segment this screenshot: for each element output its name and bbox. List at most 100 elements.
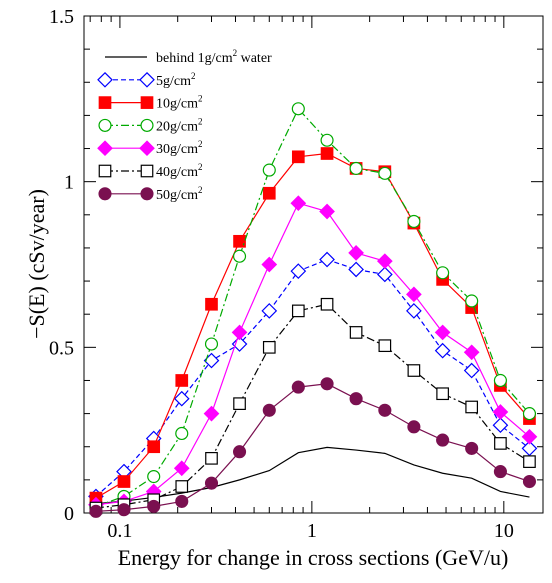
data-point [463,344,480,361]
data-point [89,504,103,518]
series-7 [89,377,537,518]
data-point [523,455,536,468]
data-point [173,460,190,477]
data-point [140,96,154,109]
data-point [98,164,112,178]
data-point [320,297,334,311]
data-point [407,214,421,228]
data-point [376,253,393,270]
data-point [406,286,422,303]
data-point [290,195,307,212]
legend-item: 20g/cm2 [98,116,203,134]
data-point [262,186,276,200]
data-point [205,297,218,311]
data-point [406,303,422,319]
data-point [521,428,538,445]
x-axis-title: Energy for change in cross sections (GeV… [118,545,509,570]
legend-label: 5g/cm2 [156,71,196,89]
y-tick-label: 0.5 [49,337,74,359]
y-tick-label: 0 [64,503,74,525]
data-point [434,342,451,359]
data-point [522,474,537,489]
legend-label: 10g/cm2 [156,94,203,112]
data-point [436,433,450,447]
data-point [175,494,189,508]
data-point [205,451,218,465]
legend-label: 20g/cm2 [156,116,203,134]
data-point [231,324,248,341]
data-point [319,251,335,268]
data-point [493,465,507,479]
legend-label: 40g/cm2 [156,162,203,180]
data-point [407,420,421,434]
data-point [434,324,451,341]
legend: behind 1g/cm2 water 5g/cm2 10g/cm2 20g/cm2 3… [97,48,272,203]
data-point [231,336,248,352]
data-point [233,397,246,411]
data-point [522,407,537,421]
data-point [378,339,392,353]
series-4 [89,102,537,513]
data-point [97,140,113,157]
data-point [232,249,247,263]
data-point [203,405,220,422]
data-point [465,400,479,414]
series-line [95,258,530,497]
series-line [95,303,530,509]
data-point [262,340,276,354]
legend-item: 10g/cm2 [98,94,203,112]
data-point [378,403,392,417]
data-point [492,417,509,434]
data-point [261,256,278,273]
data-point [175,426,189,441]
data-point [376,266,393,283]
series-line [95,202,530,506]
legend-item: 30g/cm2 [97,139,203,157]
legend-label: 30g/cm2 [156,139,203,157]
data-point [463,362,480,379]
data-point [349,392,363,406]
legend-item: 40g/cm2 [98,162,203,180]
data-point [320,377,334,391]
data-point [378,166,392,180]
y-tick-label: 1.5 [49,6,74,28]
data-point [175,480,189,493]
data-point [262,163,276,177]
data-point [233,234,246,248]
data-point [140,187,154,201]
data-point [98,118,112,132]
data-point [173,390,190,407]
data-point [261,303,278,319]
data-point [348,261,364,278]
data-point [204,476,219,490]
data-point [465,441,479,455]
data-point [319,203,335,220]
data-point [291,102,305,116]
series-line [95,107,530,507]
legend-item: 5g/cm2 [97,71,196,89]
legend-item: 50g/cm2 [98,185,203,203]
data-point [291,150,305,164]
data-point [140,164,154,178]
series-1 [95,446,530,505]
data-point [140,118,154,132]
series-line [95,446,530,505]
data-point [348,245,364,261]
data-point [147,499,161,513]
legend-label: 50g/cm2 [156,185,203,203]
x-tick-label: 1 [307,520,317,542]
data-point [320,147,334,160]
data-point [290,263,307,279]
data-point [117,475,131,488]
data-point [98,187,112,201]
data-point [436,387,449,401]
data-point [117,503,131,517]
axes: 0.1 1 10 0 0.5 1 1.5 [49,6,543,542]
data-point [147,470,161,484]
data-point [262,403,276,417]
data-point [175,374,189,387]
legend-item: behind 1g/cm2 water [105,48,272,66]
series-line [95,152,530,499]
data-point [349,161,363,175]
